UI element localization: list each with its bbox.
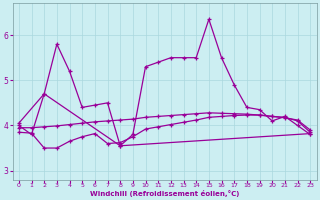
X-axis label: Windchill (Refroidissement éolien,°C): Windchill (Refroidissement éolien,°C) — [90, 190, 239, 197]
